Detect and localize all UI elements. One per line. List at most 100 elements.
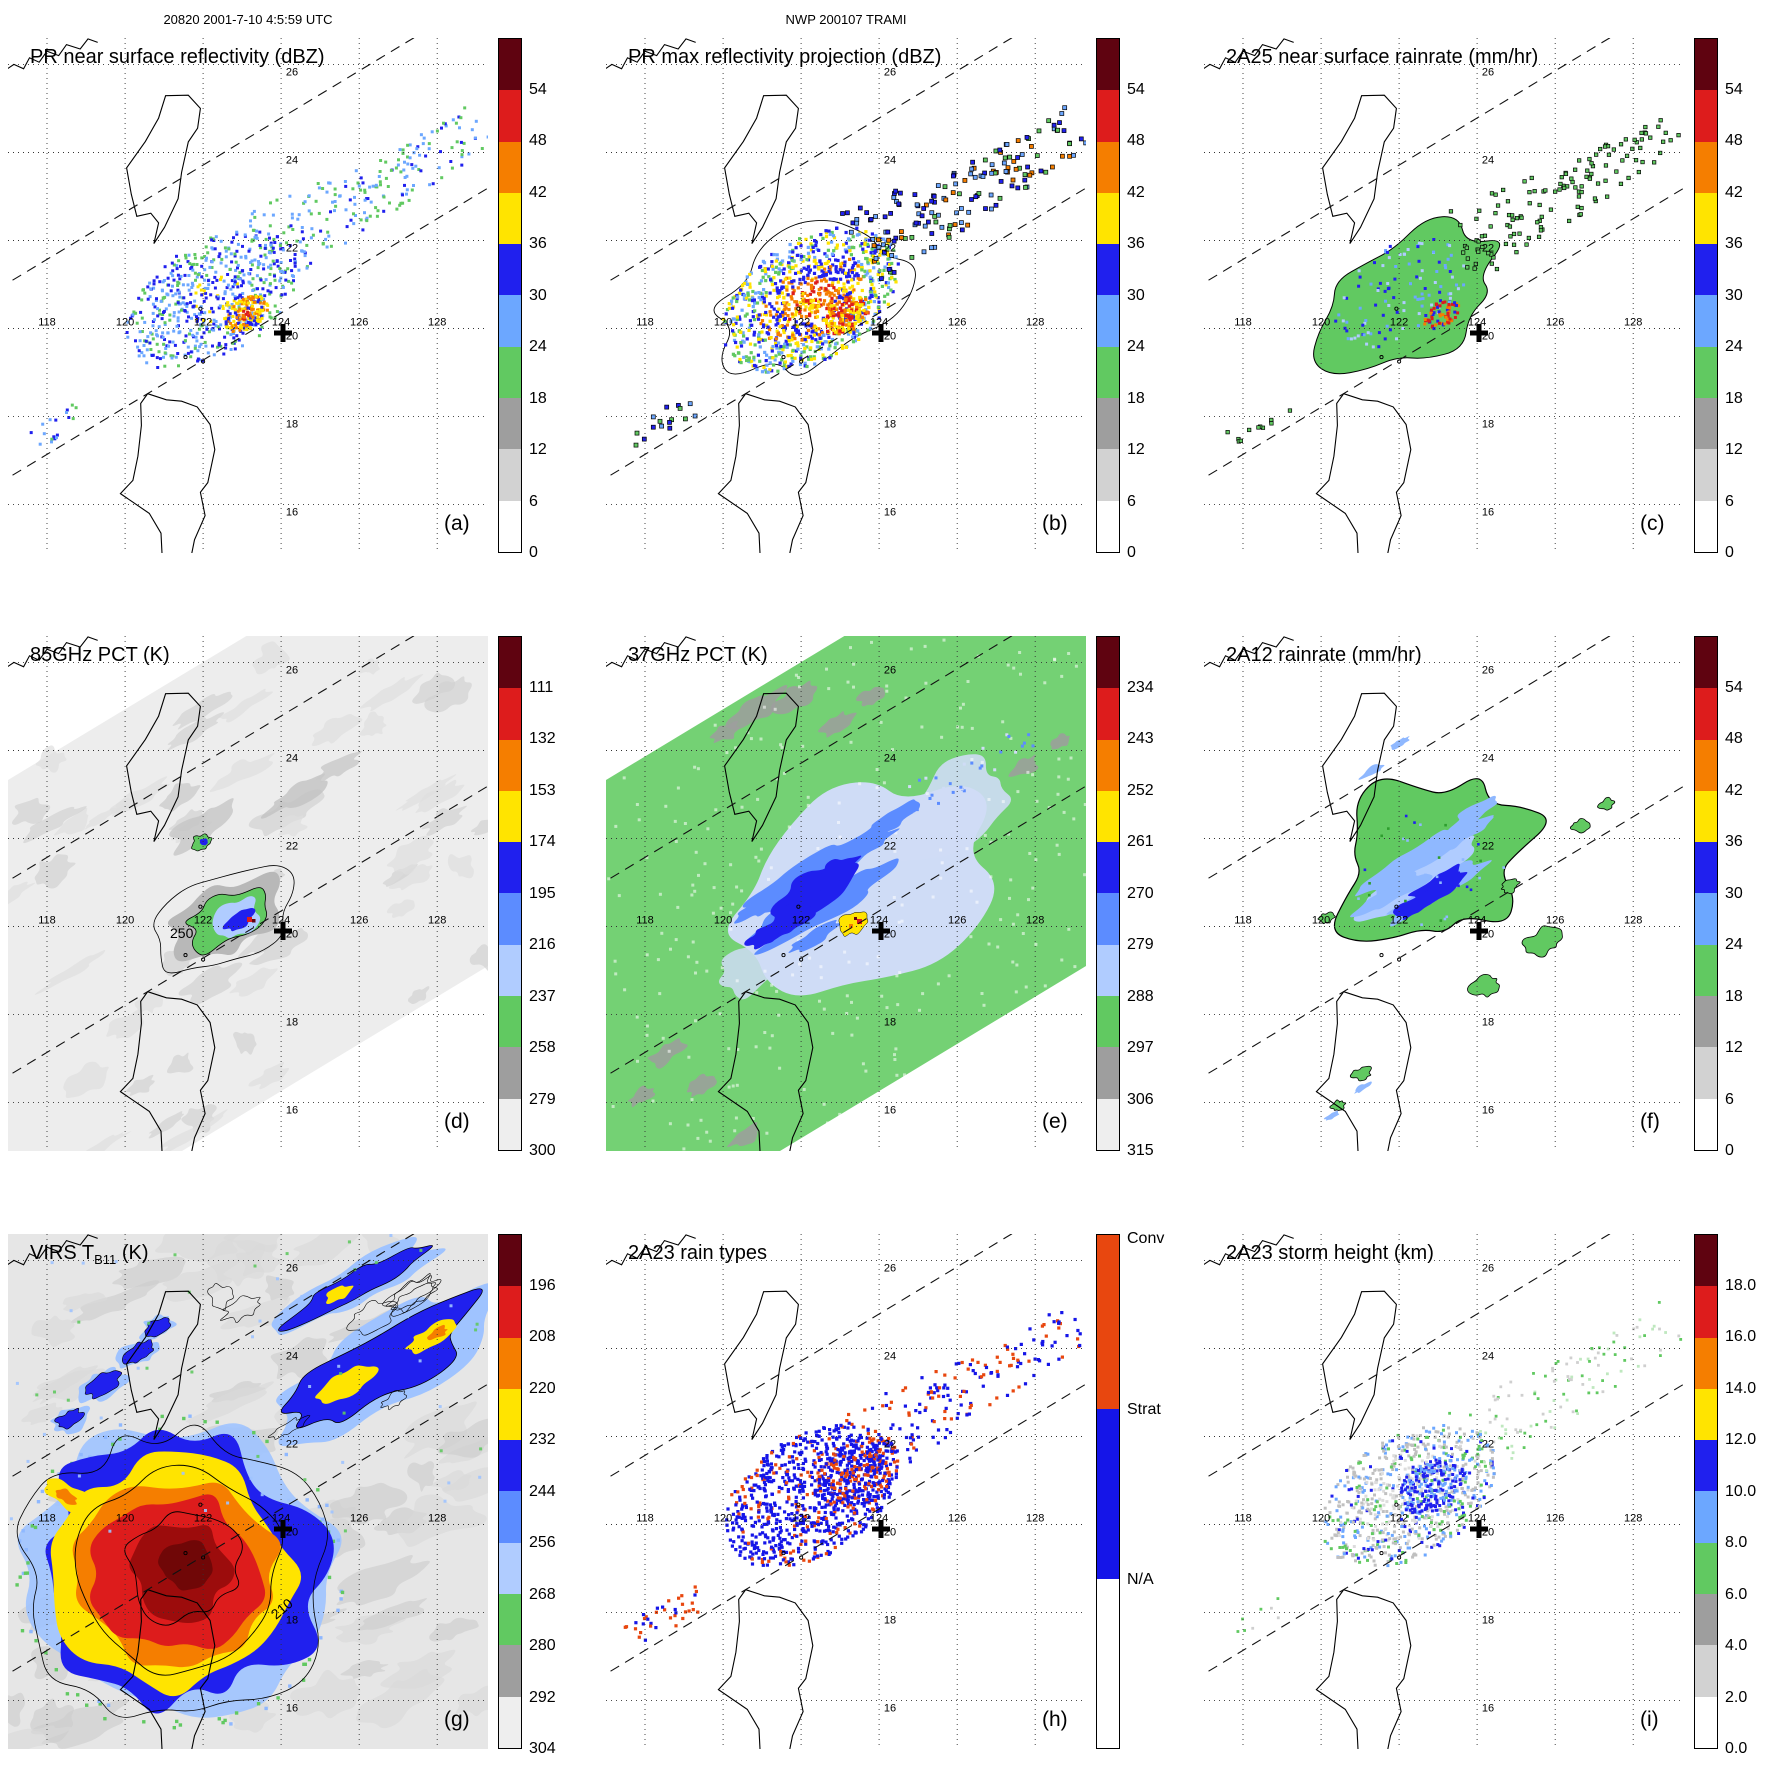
colorbar-segment	[499, 842, 521, 893]
colorbar-label: 258	[529, 1039, 556, 1057]
colorbar-label: 42	[529, 184, 547, 202]
lat-label: 18	[884, 419, 896, 431]
lon-label: 120	[1312, 915, 1330, 927]
lon-label: 118	[38, 915, 56, 927]
colorbar-segment	[499, 637, 521, 688]
colorbar-segment	[499, 1338, 521, 1389]
colorbar-g	[498, 1234, 522, 1749]
colorbar-segment	[1695, 1389, 1717, 1440]
lon-label: 128	[1026, 1513, 1044, 1525]
panel-letter: (h)	[1042, 1708, 1068, 1732]
colorbar-label: 12.0	[1725, 1431, 1756, 1449]
colorbar-segment	[499, 791, 521, 842]
colorbar-segment	[1097, 996, 1119, 1047]
colorbar-segment	[499, 90, 521, 141]
colorbar-label: 232	[529, 1431, 556, 1449]
lon-label: 122	[194, 1513, 212, 1525]
colorbar-label: 30	[1725, 287, 1743, 305]
colorbar-segment	[499, 996, 521, 1047]
colorbar-segment	[499, 1697, 521, 1748]
lat-label: 24	[884, 155, 896, 167]
colorbar-label: 252	[1127, 782, 1154, 800]
lon-label: 126	[948, 915, 966, 927]
colorbar-segment	[1097, 1579, 1119, 1748]
colorbar-label: 0	[1725, 1142, 1734, 1160]
data-field	[624, 1311, 1082, 1642]
lon-label: 126	[1546, 915, 1564, 927]
lat-label: 18	[1482, 419, 1494, 431]
colorbar-d	[498, 636, 522, 1151]
colorbar-segment	[1695, 1440, 1717, 1491]
data-field	[634, 106, 1086, 447]
lon-label: 126	[350, 1513, 368, 1525]
colorbar-label: 18.0	[1725, 1277, 1756, 1295]
colorbar-segment	[1695, 1338, 1717, 1389]
lat-label: 26	[1482, 664, 1494, 676]
colorbar-label: N/A	[1127, 1571, 1154, 1589]
colorbar-label: 0	[529, 544, 538, 562]
lon-label: 126	[1546, 317, 1564, 329]
colorbar-label: 18	[529, 390, 547, 408]
colorbar-segment	[499, 501, 521, 552]
colorbar-segment	[499, 449, 521, 500]
panel-letter: (g)	[444, 1708, 470, 1732]
colorbar-segment	[1097, 193, 1119, 244]
colorbar-label: 54	[1725, 81, 1743, 99]
colorbar-label: 2.0	[1725, 1689, 1747, 1707]
colorbar-segment	[1695, 945, 1717, 996]
colorbar-segment	[499, 740, 521, 791]
colorbar-segment	[1695, 1491, 1717, 1542]
colorbar-segment	[1695, 1099, 1717, 1150]
colorbar-label: 14.0	[1725, 1380, 1756, 1398]
lat-label: 22	[884, 1439, 896, 1451]
colorbar-segment	[499, 1440, 521, 1491]
lon-label: 118	[1234, 317, 1252, 329]
panel-title: 2A23 rain types	[628, 1242, 767, 1265]
colorbar-segment	[1695, 791, 1717, 842]
colorbar-segment	[1695, 1286, 1717, 1337]
lat-label: 16	[286, 1105, 298, 1117]
lat-label: 24	[1482, 1351, 1494, 1363]
lat-label: 22	[286, 243, 298, 255]
lat-label: 22	[1482, 841, 1494, 853]
colorbar-label: 12	[1725, 1039, 1743, 1057]
lon-label: 126	[350, 915, 368, 927]
colorbar-segment	[499, 1099, 521, 1150]
colorbar-segment	[499, 1645, 521, 1696]
colorbar-segment	[1097, 740, 1119, 791]
colorbar-segment	[499, 945, 521, 996]
colorbar-label: 6	[529, 493, 538, 511]
lon-label: 122	[1390, 915, 1408, 927]
colorbar-label: 280	[529, 1637, 556, 1655]
colorbar-label: 54	[1725, 679, 1743, 697]
colorbar-label: 42	[1127, 184, 1145, 202]
colorbar-label: 6	[1725, 1091, 1734, 1109]
lat-label: 24	[286, 155, 298, 167]
colorbar-segment	[1097, 1047, 1119, 1098]
colorbar-label: 12	[1725, 441, 1743, 459]
colorbar-segment	[1695, 193, 1717, 244]
lat-label: 18	[884, 1615, 896, 1627]
lon-label: 120	[116, 1513, 134, 1525]
lon-label: 126	[948, 1513, 966, 1525]
lon-label: 128	[1026, 317, 1044, 329]
colorbar-segment	[1097, 1235, 1119, 1409]
colorbar-label: 16.0	[1725, 1328, 1756, 1346]
colorbar-segment	[1695, 1047, 1717, 1098]
lat-label: 22	[884, 243, 896, 255]
colorbar-segment	[499, 688, 521, 739]
colorbar-segment	[1097, 39, 1119, 90]
colorbar-segment	[1097, 295, 1119, 346]
lat-label: 18	[1482, 1017, 1494, 1029]
lon-label: 118	[636, 1513, 654, 1525]
colorbar-segment	[1695, 1594, 1717, 1645]
lat-label: 26	[884, 664, 896, 676]
colorbar-segment	[1097, 347, 1119, 398]
